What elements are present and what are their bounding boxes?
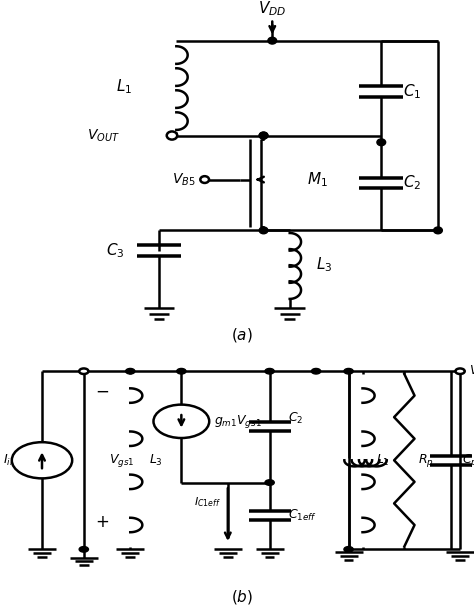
Circle shape (344, 546, 353, 552)
Text: $C_{1eff}$: $C_{1eff}$ (288, 508, 317, 523)
Circle shape (268, 38, 277, 44)
Text: $V_{out}$: $V_{out}$ (469, 364, 474, 379)
Circle shape (79, 368, 89, 374)
Text: $L_3$: $L_3$ (316, 255, 332, 273)
Text: $C_p$: $C_p$ (462, 452, 474, 469)
Text: $C_2$: $C_2$ (402, 174, 421, 192)
Text: $(b)$: $(b)$ (231, 587, 253, 605)
Circle shape (259, 132, 268, 139)
Circle shape (12, 442, 72, 479)
Circle shape (311, 368, 321, 374)
Text: $V_{DD}$: $V_{DD}$ (258, 0, 286, 18)
Circle shape (344, 368, 353, 374)
Circle shape (154, 405, 209, 438)
Text: $M_1$: $M_1$ (307, 170, 328, 189)
Circle shape (167, 131, 177, 140)
Circle shape (377, 139, 386, 146)
Text: $V_{B5}$: $V_{B5}$ (173, 171, 196, 188)
Circle shape (79, 546, 89, 552)
Circle shape (201, 176, 209, 183)
Text: $C_1$: $C_1$ (402, 82, 421, 101)
Text: $-$: $-$ (95, 382, 109, 400)
Circle shape (434, 227, 442, 234)
Text: $L_3$: $L_3$ (149, 453, 163, 468)
Text: $C_3$: $C_3$ (106, 241, 125, 260)
Circle shape (177, 368, 186, 374)
Text: $(a)$: $(a)$ (231, 327, 253, 344)
Text: $L_1$: $L_1$ (376, 453, 390, 468)
Circle shape (456, 368, 465, 374)
Text: $V_{gs1}$: $V_{gs1}$ (109, 452, 135, 469)
Text: $I_{in}$: $I_{in}$ (3, 453, 17, 468)
Text: $L_1$: $L_1$ (116, 77, 132, 96)
Text: $I_{C1eff}$: $I_{C1eff}$ (194, 495, 221, 509)
Text: $C_2$: $C_2$ (288, 411, 303, 426)
Text: $g_{m1}V_{gs1}$: $g_{m1}V_{gs1}$ (214, 413, 262, 430)
Circle shape (126, 368, 135, 374)
Circle shape (259, 132, 268, 139)
Text: $V_{OUT}$: $V_{OUT}$ (87, 127, 119, 144)
Circle shape (259, 227, 268, 234)
Text: $R_p$: $R_p$ (418, 452, 434, 469)
Text: $+$: $+$ (95, 512, 109, 531)
Circle shape (265, 480, 274, 485)
Circle shape (265, 368, 274, 374)
